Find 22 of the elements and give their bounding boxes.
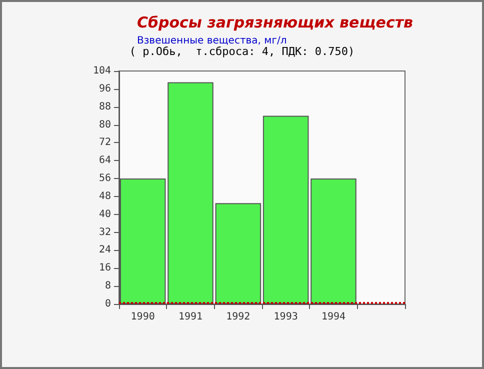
chart-title: Сбросы загрязняющих веществ [137, 14, 414, 32]
text: ( р.Обь, т.сброса: 4, ПДК: 0.750) [129, 45, 355, 58]
y-tick-label: 56 [98, 173, 111, 184]
y-tick-label: 104 [92, 66, 111, 76]
y-tick-label: 72 [98, 137, 111, 148]
y-tick-label: 48 [98, 190, 111, 202]
y-tick-label: 96 [98, 83, 111, 94]
y-tick-label: 32 [98, 226, 111, 238]
y-tick-label: 16 [98, 262, 111, 274]
y-tick-label: 8 [104, 280, 111, 292]
x-tick-label: 1993 [274, 312, 298, 322]
y-tick-label: 80 [98, 119, 111, 130]
y-tick-label: 24 [98, 244, 111, 256]
chart-subtitle: Взвешенные вещества, мг/л [137, 36, 287, 46]
y-tick-label: 40 [98, 208, 111, 220]
y-tick-label: 64 [98, 155, 111, 166]
x-tick-label: 1992 [226, 312, 250, 322]
x-tick-label: 1994 [321, 312, 346, 322]
x-tick-label: 1991 [178, 312, 203, 322]
y-tick-label: 0 [104, 298, 111, 310]
y-tick-label: 88 [98, 101, 111, 112]
x-tick-label: 1990 [130, 312, 155, 322]
